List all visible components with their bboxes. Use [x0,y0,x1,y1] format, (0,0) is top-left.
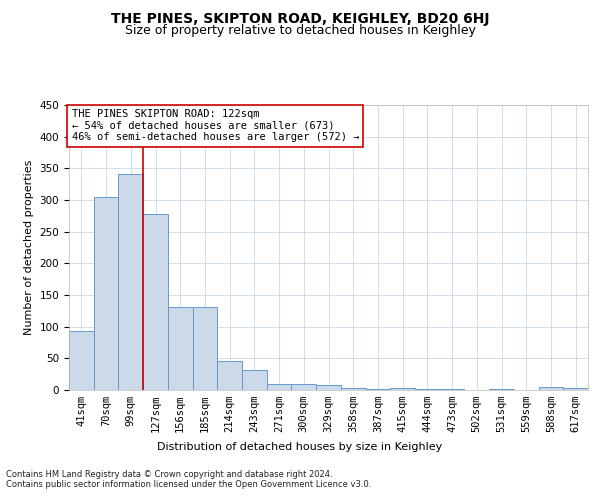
Bar [118,174,143,390]
Bar [390,388,415,390]
Bar [316,385,341,390]
Bar [365,388,390,390]
Bar [341,388,365,390]
Text: Contains HM Land Registry data © Crown copyright and database right 2024.
Contai: Contains HM Land Registry data © Crown c… [6,470,371,490]
Bar [267,384,292,390]
Bar [193,307,217,390]
Bar [242,370,267,390]
Bar [563,388,588,390]
Y-axis label: Number of detached properties: Number of detached properties [24,160,34,335]
Bar [69,331,94,390]
Bar [217,361,242,390]
Bar [94,198,118,390]
Text: THE PINES SKIPTON ROAD: 122sqm
← 54% of detached houses are smaller (673)
46% of: THE PINES SKIPTON ROAD: 122sqm ← 54% of … [71,110,359,142]
Bar [143,214,168,390]
Bar [539,388,563,390]
Text: THE PINES, SKIPTON ROAD, KEIGHLEY, BD20 6HJ: THE PINES, SKIPTON ROAD, KEIGHLEY, BD20 … [111,12,489,26]
Bar [292,384,316,390]
Text: Distribution of detached houses by size in Keighley: Distribution of detached houses by size … [157,442,443,452]
Bar [168,307,193,390]
Text: Size of property relative to detached houses in Keighley: Size of property relative to detached ho… [125,24,475,37]
Bar [415,388,440,390]
